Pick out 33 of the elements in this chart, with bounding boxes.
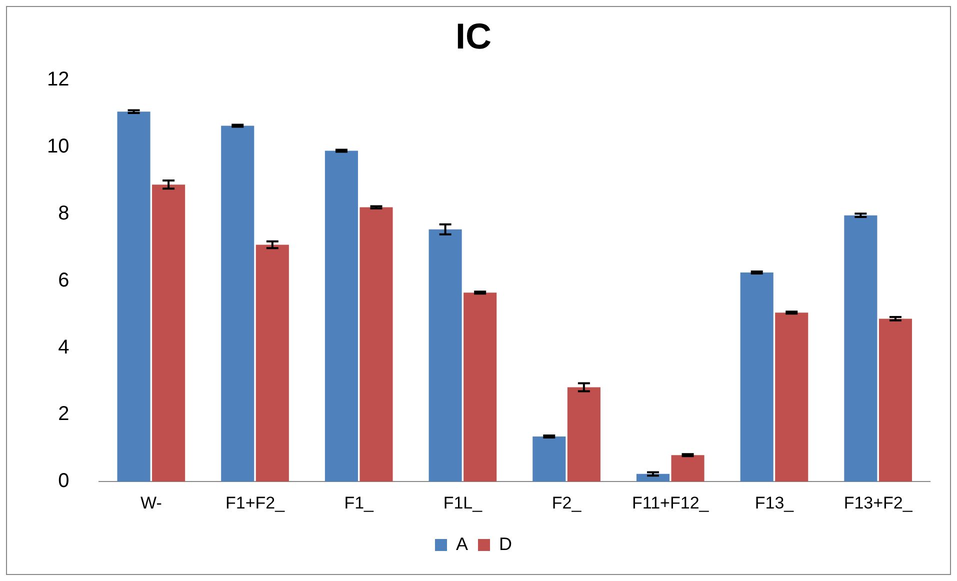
y-tick-label: 2 xyxy=(58,403,70,426)
y-tick-label: 10 xyxy=(46,136,70,158)
bar xyxy=(221,126,254,482)
bar xyxy=(464,292,497,482)
x-tick-label: F2_ xyxy=(552,493,582,512)
legend-label: D xyxy=(499,534,512,554)
bar xyxy=(671,455,704,482)
x-tick-label: F11+F12_ xyxy=(632,493,710,512)
bar xyxy=(532,436,566,482)
y-tick-label: 6 xyxy=(58,269,70,292)
y-tick-label: 12 xyxy=(46,68,70,91)
bar xyxy=(567,387,600,482)
bar xyxy=(878,318,912,482)
x-tick-label: F1+F2_ xyxy=(225,493,286,512)
chart-title: IC xyxy=(456,16,492,57)
bar xyxy=(775,312,808,482)
y-tick-label: 8 xyxy=(58,202,70,225)
x-tick-label: F13_ xyxy=(754,493,794,512)
bar xyxy=(152,184,186,482)
y-tick-label: 4 xyxy=(58,336,70,358)
bar xyxy=(256,244,289,482)
legend-label: A xyxy=(456,534,468,554)
bar xyxy=(324,150,358,482)
x-tick-label: F13+F2_ xyxy=(844,493,913,512)
y-tick-label: 0 xyxy=(58,470,70,492)
bar xyxy=(740,272,774,482)
bar xyxy=(844,215,878,482)
bar xyxy=(428,229,462,482)
x-tick-label: F1L_ xyxy=(443,493,483,512)
x-tick-label: F1_ xyxy=(344,493,374,512)
x-tick-label: W- xyxy=(140,493,162,512)
bar xyxy=(360,207,393,482)
bar xyxy=(117,112,150,482)
